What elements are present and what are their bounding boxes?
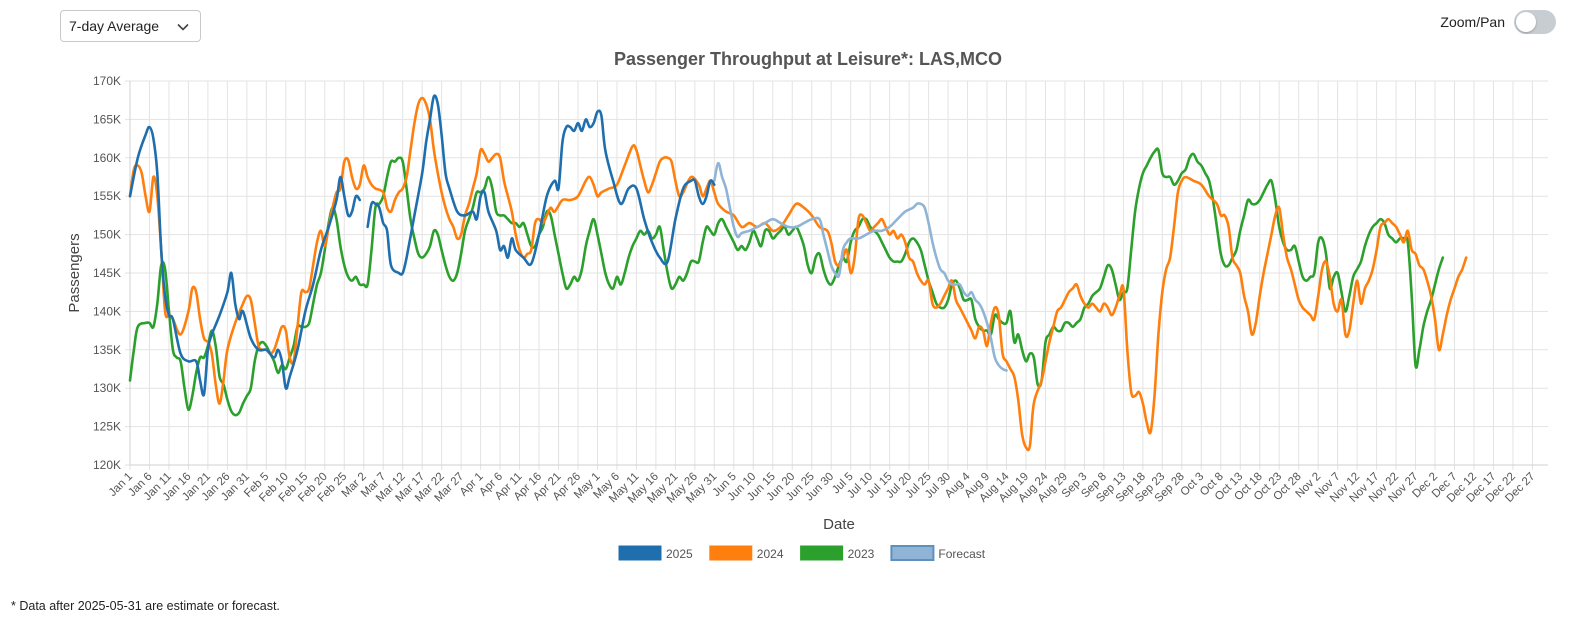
legend-swatch-2023[interactable]	[800, 545, 844, 561]
toggle-knob	[1516, 12, 1536, 32]
y-tick-label: 145K	[93, 266, 121, 280]
y-tick-label: 155K	[93, 189, 121, 203]
footnote: * Data after 2025-05-31 are estimate or …	[11, 599, 280, 613]
legend-swatch-2025[interactable]	[618, 545, 662, 561]
y-tick-label: 140K	[93, 304, 121, 318]
chart-legend: 2025 2024 2023 Forecast	[618, 545, 986, 561]
series-line-2023	[128, 147, 1445, 417]
x-axis-label: Date	[823, 516, 855, 533]
legend-swatch-forecast[interactable]	[890, 545, 935, 561]
y-tick-label: 135K	[93, 343, 121, 357]
average-select[interactable]: 7-day Average	[60, 10, 201, 42]
y-tick-label: 160K	[93, 151, 121, 165]
legend-label-2025[interactable]: 2025	[666, 547, 693, 561]
zoom-pan-label: Zoom/Pan	[1440, 14, 1505, 30]
zoom-pan-toggle[interactable]	[1514, 10, 1556, 34]
series-line-2025	[366, 94, 716, 276]
y-tick-label: 150K	[93, 228, 121, 242]
series-line-2025	[128, 125, 362, 397]
y-tick-label: 170K	[93, 74, 121, 88]
series-line-forecast	[713, 161, 1008, 372]
y-axis-label: Passengers	[66, 233, 83, 312]
legend-swatch-2024[interactable]	[709, 545, 753, 561]
legend-label-forecast[interactable]: Forecast	[938, 547, 985, 561]
chart-title: Passenger Throughput at Leisure*: LAS,MC…	[614, 49, 1002, 69]
zoom-pan-control: Zoom/Pan	[1440, 10, 1556, 34]
y-tick-label: 125K	[93, 420, 121, 434]
average-select-value: 7-day Average	[69, 18, 160, 34]
y-tick-label: 130K	[93, 381, 121, 395]
y-axis-ticks: 120K 125K 130K 135K 140K 145K 150K 155K 160K 165K…	[93, 74, 121, 472]
chart-grid	[125, 80, 1548, 470]
chevron-down-icon	[177, 23, 189, 31]
legend-label-2023[interactable]: 2023	[848, 547, 875, 561]
legend-label-2024[interactable]: 2024	[757, 547, 784, 561]
y-tick-label: 165K	[93, 112, 121, 126]
series-line-2024	[128, 96, 1468, 452]
y-tick-label: 120K	[93, 458, 121, 472]
chart-series	[128, 94, 1468, 452]
